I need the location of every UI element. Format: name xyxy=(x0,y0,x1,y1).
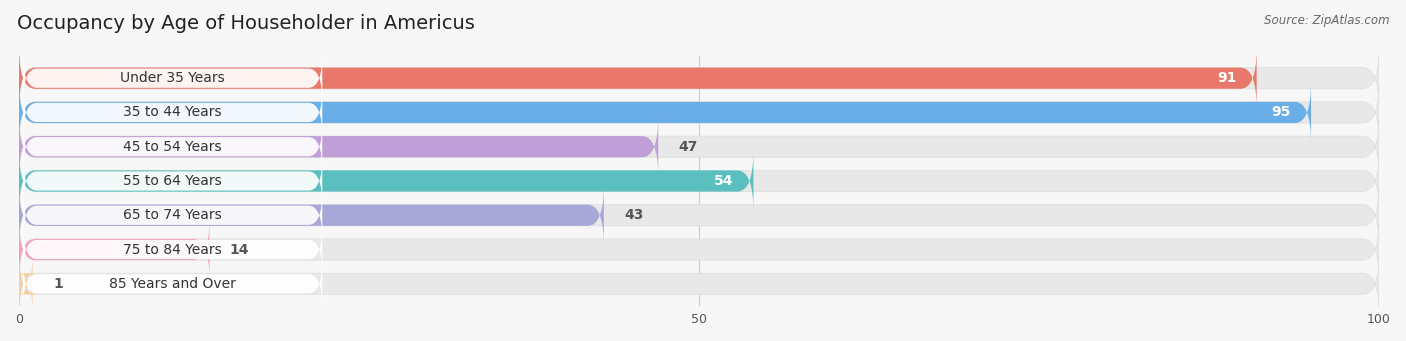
FancyBboxPatch shape xyxy=(22,191,322,240)
Text: 91: 91 xyxy=(1216,71,1236,85)
FancyBboxPatch shape xyxy=(22,122,322,172)
Text: 35 to 44 Years: 35 to 44 Years xyxy=(124,105,222,119)
Text: 55 to 64 Years: 55 to 64 Years xyxy=(124,174,222,188)
Text: 95: 95 xyxy=(1271,105,1291,119)
FancyBboxPatch shape xyxy=(20,150,754,211)
FancyBboxPatch shape xyxy=(20,116,1379,177)
FancyBboxPatch shape xyxy=(20,48,1257,109)
Text: 14: 14 xyxy=(229,242,249,256)
Text: 43: 43 xyxy=(624,208,644,222)
FancyBboxPatch shape xyxy=(22,88,322,137)
Text: 1: 1 xyxy=(53,277,63,291)
FancyBboxPatch shape xyxy=(20,219,209,280)
FancyBboxPatch shape xyxy=(20,82,1379,143)
FancyBboxPatch shape xyxy=(22,54,322,103)
Text: 85 Years and Over: 85 Years and Over xyxy=(110,277,236,291)
FancyBboxPatch shape xyxy=(20,82,1310,143)
FancyBboxPatch shape xyxy=(20,185,1379,246)
FancyBboxPatch shape xyxy=(20,48,1379,109)
FancyBboxPatch shape xyxy=(22,225,322,274)
FancyBboxPatch shape xyxy=(20,185,603,246)
FancyBboxPatch shape xyxy=(20,219,1379,280)
FancyBboxPatch shape xyxy=(20,116,658,177)
Text: 75 to 84 Years: 75 to 84 Years xyxy=(124,242,222,256)
FancyBboxPatch shape xyxy=(22,259,322,309)
Text: 47: 47 xyxy=(679,140,697,154)
FancyBboxPatch shape xyxy=(22,156,322,206)
Text: 45 to 54 Years: 45 to 54 Years xyxy=(124,140,222,154)
FancyBboxPatch shape xyxy=(17,253,35,314)
Text: Occupancy by Age of Householder in Americus: Occupancy by Age of Householder in Ameri… xyxy=(17,14,475,33)
Text: 54: 54 xyxy=(713,174,733,188)
FancyBboxPatch shape xyxy=(20,253,1379,314)
Text: Under 35 Years: Under 35 Years xyxy=(121,71,225,85)
Text: 65 to 74 Years: 65 to 74 Years xyxy=(124,208,222,222)
FancyBboxPatch shape xyxy=(20,150,1379,211)
Text: Source: ZipAtlas.com: Source: ZipAtlas.com xyxy=(1264,14,1389,27)
